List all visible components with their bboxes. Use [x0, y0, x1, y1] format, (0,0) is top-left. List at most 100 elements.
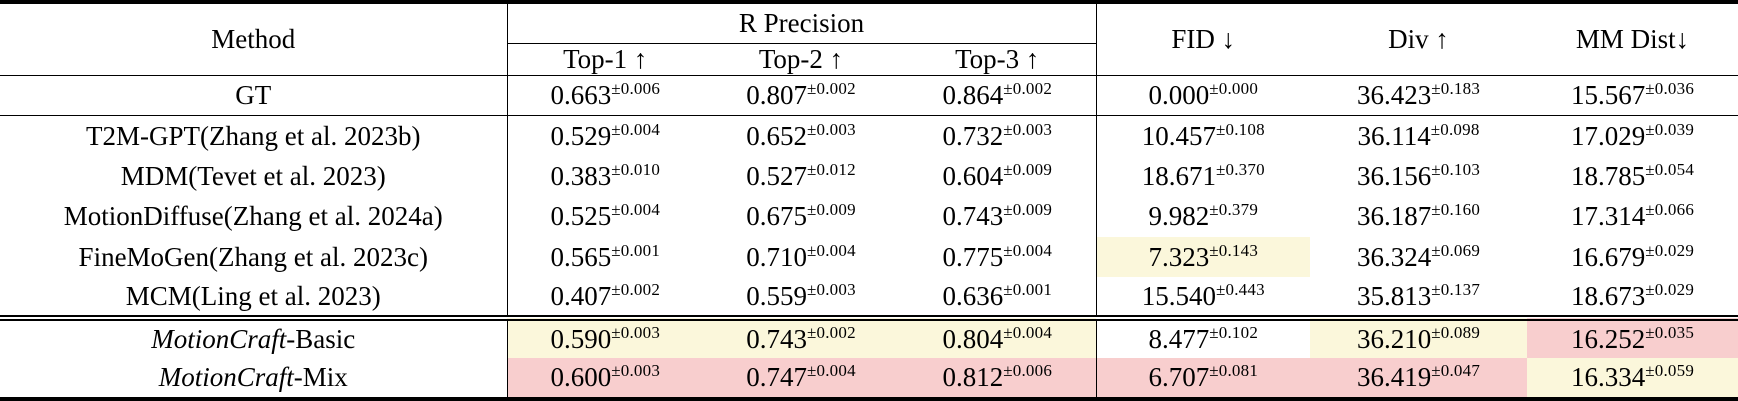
value-cell: 18.673±0.029: [1527, 277, 1738, 321]
value-cell: 10.457±0.108: [1141, 119, 1265, 151]
value-cell: 6.707±0.081: [1096, 358, 1310, 399]
method-cell: MotionCraft-Mix: [0, 358, 508, 399]
stddev-superscript: ±0.036: [1645, 78, 1695, 98]
stddev-superscript: ±0.006: [611, 78, 661, 98]
value-cell: 0.636±0.001: [899, 277, 1097, 321]
value-cell: 0.775±0.004: [899, 236, 1097, 278]
stddev-superscript: ±0.029: [1645, 279, 1695, 299]
stddev-superscript: ±0.006: [1003, 361, 1053, 381]
value-cell: 36.210±0.089: [1310, 317, 1527, 359]
stddev-superscript: ±0.089: [1431, 323, 1481, 343]
stddev-superscript: ±0.098: [1430, 119, 1480, 139]
stddev-superscript: ±0.039: [1645, 119, 1695, 139]
stddev-superscript: ±0.001: [1003, 279, 1053, 299]
table-row: T2M-GPT(Zhang et al. 2023b) 0.529±0.004 0.…: [0, 115, 1738, 157]
value-cell: 36.187±0.160: [1356, 200, 1481, 232]
stddev-superscript: ±0.102: [1209, 323, 1259, 343]
column-header-r-precision: R Precision: [507, 2, 1097, 44]
stddev-superscript: ±0.137: [1431, 279, 1481, 299]
stddev-superscript: ±0.004: [806, 361, 856, 381]
column-header-method: Method: [0, 2, 508, 76]
stddev-superscript: ±0.066: [1645, 200, 1695, 220]
value-cell: 16.334±0.059: [1527, 358, 1738, 399]
method-cell: T2M-GPT(Zhang et al. 2023b): [0, 115, 508, 157]
method-cell: MotionDiffuse(Zhang et al. 2024a): [0, 196, 508, 237]
stddev-superscript: ±0.002: [611, 279, 661, 299]
stddev-superscript: ±0.103: [1431, 159, 1481, 179]
stddev-superscript: ±0.160: [1431, 200, 1481, 220]
stddev-superscript: ±0.003: [806, 279, 856, 299]
value-cell: 0.743±0.002: [703, 317, 899, 359]
value-cell: 0.732±0.003: [899, 115, 1097, 157]
stddev-superscript: ±0.004: [1003, 240, 1053, 260]
column-header-mm-dist: MM Dist↓: [1527, 2, 1738, 76]
stddev-superscript: ±0.003: [806, 119, 856, 139]
stddev-superscript: ±0.029: [1645, 240, 1695, 260]
stddev-superscript: ±0.004: [1003, 323, 1053, 343]
stddev-superscript: ±0.003: [611, 361, 661, 381]
stddev-superscript: ±0.004: [611, 119, 661, 139]
column-header-top3: Top-3 ↑: [899, 43, 1097, 76]
stddev-superscript: ±0.143: [1209, 240, 1259, 260]
value-cell: 16.679±0.029: [1570, 240, 1695, 272]
value-cell: 0.525±0.004: [550, 200, 661, 232]
value-cell: 8.477±0.102: [1148, 323, 1259, 355]
value-cell: 0.600±0.003: [507, 358, 703, 399]
value-cell: 0.804±0.004: [899, 317, 1097, 359]
header-row-sub: Top-1 ↑ Top-2 ↑ Top-3 ↑: [0, 43, 1738, 76]
value-cell: 0.807±0.002: [703, 75, 899, 117]
stddev-superscript: ±0.081: [1209, 361, 1259, 381]
value-cell: 36.156±0.103: [1356, 159, 1481, 191]
stddev-superscript: ±0.002: [1003, 78, 1053, 98]
value-cell: 0.663±0.006: [507, 75, 703, 117]
table-header: Method R Precision FID ↓ Div ↑ MM Dist↓ …: [0, 2, 1738, 76]
table-row: MCM(Ling et al. 2023) 0.407±0.002 0.559±0.…: [0, 277, 1738, 321]
stddev-superscript: ±0.047: [1431, 361, 1481, 381]
method-cell: MDM(Tevet et al. 2023): [0, 156, 508, 197]
value-cell: 0.864±0.002: [899, 75, 1097, 117]
value-cell: 16.252±0.035: [1527, 317, 1738, 359]
header-row-group: Method R Precision FID ↓ Div ↑ MM Dist↓: [0, 2, 1738, 76]
value-cell: 17.029±0.039: [1570, 119, 1695, 151]
value-cell: 36.324±0.069: [1356, 240, 1481, 272]
stddev-superscript: ±0.002: [806, 78, 856, 98]
stddev-superscript: ±0.035: [1645, 323, 1695, 343]
value-cell: 0.565±0.001: [550, 240, 661, 272]
column-header-top1: Top-1 ↑: [507, 43, 703, 76]
stddev-superscript: ±0.108: [1215, 119, 1265, 139]
stddev-superscript: ±0.012: [806, 159, 856, 179]
value-cell: 0.812±0.006: [899, 358, 1097, 399]
method-cell: FineMoGen(Zhang et al. 2023c): [0, 236, 508, 278]
stddev-superscript: ±0.370: [1215, 159, 1265, 179]
stddev-superscript: ±0.054: [1645, 159, 1695, 179]
value-cell: 0.590±0.003: [507, 317, 703, 359]
value-cell: 0.675±0.009: [746, 200, 856, 232]
stddev-superscript: ±0.003: [611, 323, 661, 343]
stddev-superscript: ±0.069: [1431, 240, 1481, 260]
value-cell: 15.567±0.036: [1527, 75, 1738, 117]
value-cell: 0.747±0.004: [703, 358, 899, 399]
table-row: MDM(Tevet et al. 2023) 0.383±0.010 0.527±0…: [0, 156, 1738, 197]
value-cell: 7.323±0.143: [1096, 236, 1310, 278]
value-cell: 18.785±0.054: [1570, 159, 1695, 191]
stddev-superscript: ±0.000: [1209, 78, 1259, 98]
stddev-superscript: ±0.004: [806, 240, 856, 260]
value-cell: 0.407±0.002: [507, 277, 703, 321]
table-row: FineMoGen(Zhang et al. 2023c) 0.565±0.001…: [0, 236, 1738, 278]
table-body: GT 0.663±0.006 0.807±0.002 0.864±0.002 0.000…: [0, 75, 1738, 399]
column-header-div: Div ↑: [1310, 2, 1527, 76]
value-cell: 0.559±0.003: [703, 277, 899, 321]
value-cell: 0.710±0.004: [746, 240, 856, 272]
stddev-superscript: ±0.009: [1003, 159, 1053, 179]
stddev-superscript: ±0.001: [611, 240, 661, 260]
column-header-fid: FID ↓: [1096, 2, 1310, 76]
value-cell: 36.419±0.047: [1310, 358, 1527, 399]
value-cell: 0.743±0.009: [899, 196, 1097, 237]
table-row: MotionCraft-Basic 0.590±0.003 0.743±0.002 0…: [0, 317, 1738, 359]
value-cell: 0.604±0.009: [899, 156, 1097, 197]
stddev-superscript: ±0.183: [1431, 78, 1481, 98]
value-cell: 0.529±0.004: [550, 119, 661, 151]
value-cell: 18.671±0.370: [1141, 159, 1265, 191]
value-cell: 0.527±0.012: [746, 159, 856, 191]
method-cell: MotionCraft-Basic: [0, 317, 508, 359]
